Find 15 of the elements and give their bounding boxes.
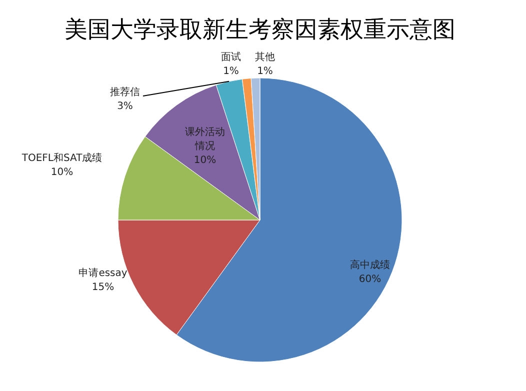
chart-title: 美国大学录取新生考察因素权重示意图 xyxy=(64,17,456,43)
data-label: 10% xyxy=(50,167,74,178)
slice-label: 其他 xyxy=(255,51,275,63)
slice-label: 课外活动情况 xyxy=(185,126,225,152)
data-label: 60% xyxy=(358,274,382,285)
slice-label: TOEFL和SAT成绩 xyxy=(20,152,102,164)
slice-label: 面试 xyxy=(221,51,241,63)
data-label: 15% xyxy=(92,282,114,293)
data-label: 1% xyxy=(257,66,273,77)
slice-label: 申请essay xyxy=(78,267,128,279)
slice-label: 推荐信 xyxy=(110,86,140,98)
data-label: 1% xyxy=(223,66,239,77)
data-label: 10% xyxy=(194,155,216,166)
slice-label: 高中成绩 xyxy=(350,259,390,271)
data-label: 3% xyxy=(117,101,133,112)
